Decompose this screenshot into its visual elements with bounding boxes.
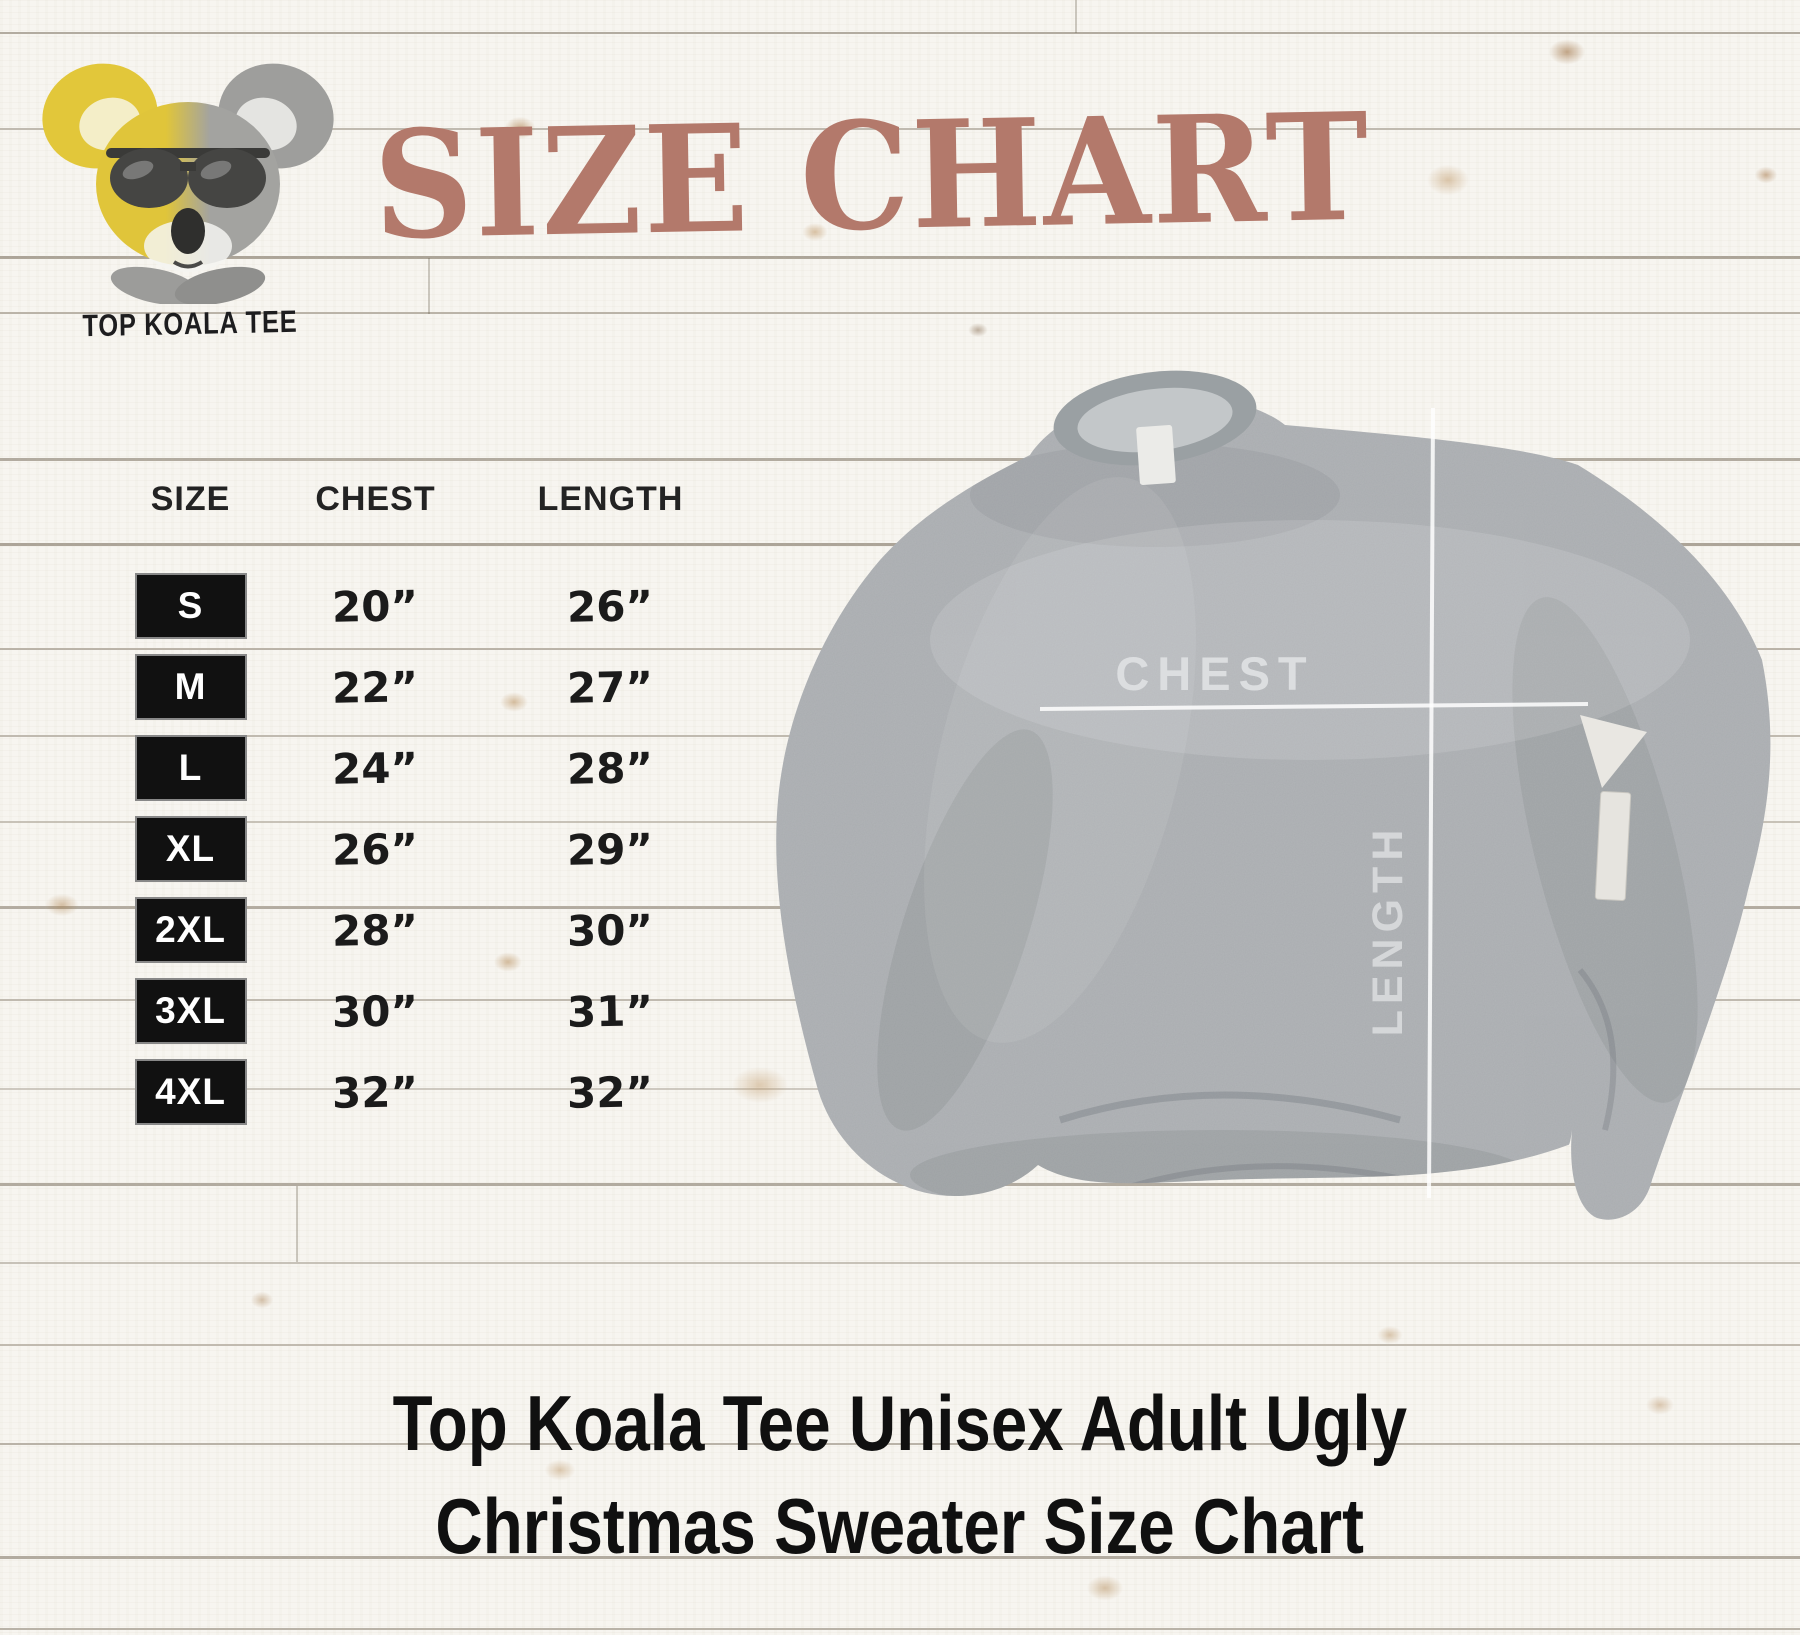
wood-plank-seam [1075,0,1077,33]
table-row: 4XL 32” 32” [128,1059,723,1125]
care-tag [1580,715,1647,902]
sweatshirt-photo: CHEST LENGTH [776,370,1771,1220]
size-table: S 20” 26” M 22” 27” L 24” 28” XL 26” 29”… [128,573,723,1125]
chest-value: 24” [332,742,419,794]
size-badge: XL [134,816,247,882]
table-row: L 24” 28” [128,735,723,801]
sweatshirt-collar [1053,370,1257,485]
length-value: 29” [567,823,654,875]
wood-plank-seam [296,1186,298,1262]
column-header-size: SIZE [150,480,231,518]
chest-value: 28” [332,904,419,956]
size-badge: 3XL [134,978,247,1044]
table-row: 2XL 28” 30” [128,897,723,963]
caption: Top Koala Tee Unisex Adult Ugly Christma… [0,1372,1800,1578]
column-header-length: LENGTH [537,480,684,518]
chest-value: 22” [332,661,419,713]
size-badge: S [134,573,247,639]
size-badge: 2XL [134,897,247,963]
size-badge: M [134,654,247,720]
chest-label: CHEST [1115,647,1314,700]
table-row: 3XL 30” 31” [128,978,723,1044]
koala-sunglasses [106,148,270,208]
table-row: XL 26” 29” [128,816,723,882]
length-label: LENGTH [1364,824,1412,1037]
brand-name: TOP KOALA TEE [82,303,298,344]
column-header-chest: CHEST [315,480,436,518]
page-title: SIZE CHART [372,79,1372,273]
measurement-overlay: CHEST LENGTH [1039,407,1589,1199]
table-row: M 22” 27” [128,654,723,720]
koala-paws [110,266,266,304]
length-measure-line [1427,407,1435,1199]
length-value: 28” [567,742,654,794]
chest-value: 32” [332,1066,419,1118]
table-row: S 20” 26” [128,573,723,639]
chest-value: 30” [332,985,419,1037]
koala-head [96,102,280,266]
length-value: 32” [567,1066,654,1118]
koala-logo-icon [42,63,334,304]
caption-line-2: Christmas Sweater Size Chart [435,1481,1365,1570]
length-value: 26” [567,580,654,632]
size-table-header: SIZE CHEST LENGTH [128,480,723,519]
length-value: 27” [567,661,654,713]
length-value: 31” [567,985,654,1037]
koala-nose [171,208,205,254]
neck-tag [1136,425,1176,485]
caption-line-1: Top Koala Tee Unisex Adult Ugly [392,1379,1408,1467]
length-value: 30” [567,904,654,956]
chest-measure-line [1039,702,1589,711]
size-badge: 4XL [134,1059,247,1125]
size-badge: L [134,735,247,801]
wood-plank-seam [428,258,430,314]
chest-value: 20” [332,580,419,632]
chest-value: 26” [332,823,419,875]
sweatshirt-body [776,391,1771,1220]
